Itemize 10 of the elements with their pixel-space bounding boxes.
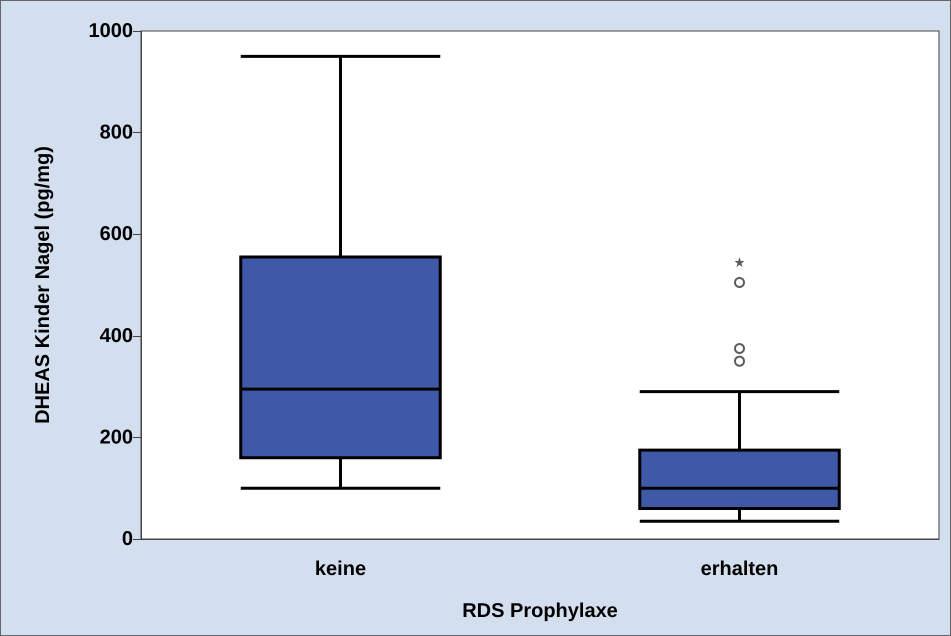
y-tick-label: 200 bbox=[100, 426, 133, 448]
y-axis-title: DHEAS Kinder Nagel (pg/mg) bbox=[32, 146, 54, 424]
x-tick-label: erhalten bbox=[700, 558, 778, 580]
y-tick-label: 1000 bbox=[88, 20, 133, 42]
y-tick-label: 800 bbox=[100, 122, 133, 144]
y-tick-label: 400 bbox=[100, 324, 133, 347]
x-tick-label: keine bbox=[314, 558, 366, 580]
x-axis-title: RDS Prophylaxe bbox=[462, 600, 618, 622]
y-tick-label: 0 bbox=[122, 528, 133, 550]
y-tick-label: 600 bbox=[100, 223, 133, 246]
